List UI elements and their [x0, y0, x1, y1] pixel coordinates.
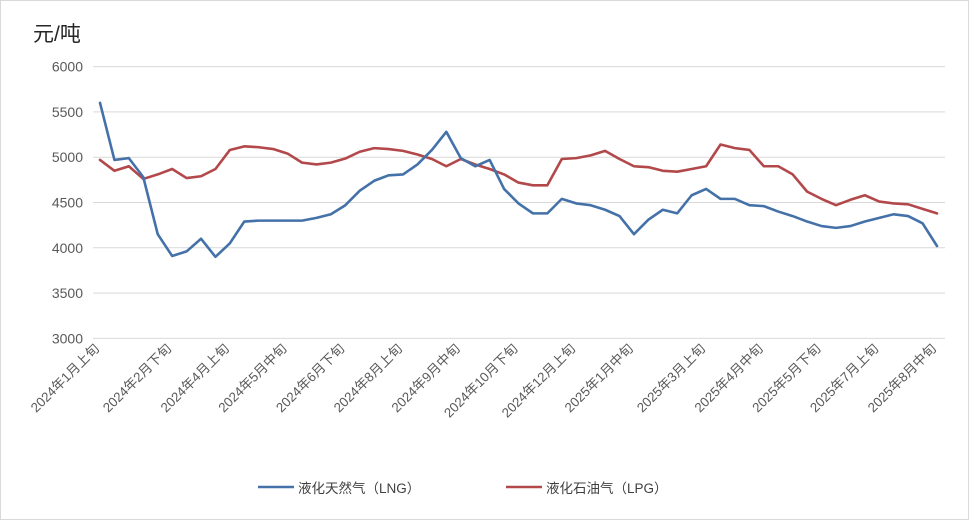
svg-text:3000: 3000: [52, 330, 83, 346]
svg-text:4000: 4000: [52, 240, 83, 256]
svg-text:液化天然气（LNG）: 液化天然气（LNG）: [298, 480, 420, 496]
svg-text:液化石油气（LPG）: 液化石油气（LPG）: [546, 481, 668, 496]
svg-text:5000: 5000: [52, 149, 83, 165]
svg-text:3500: 3500: [52, 285, 83, 301]
svg-text:4500: 4500: [52, 195, 83, 211]
svg-text:2024年1月上旬: 2024年1月上旬: [28, 341, 102, 415]
svg-text:5500: 5500: [52, 104, 83, 120]
svg-text:元/吨: 元/吨: [33, 23, 81, 46]
svg-text:6000: 6000: [52, 59, 83, 75]
